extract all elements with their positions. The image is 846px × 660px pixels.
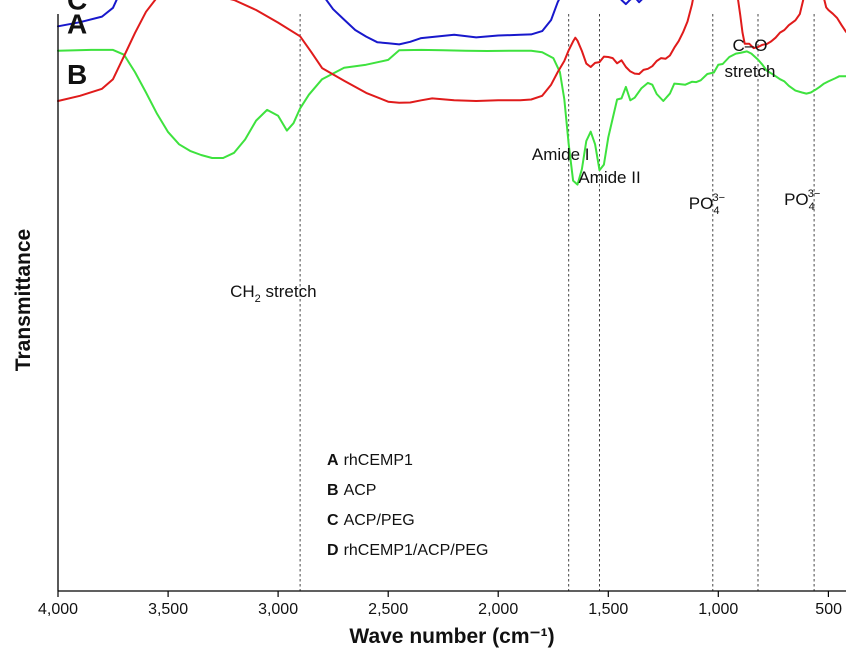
series-layer — [57, 0, 846, 186]
legend-label: ACP/PEG — [344, 512, 415, 529]
legend-label: ACP — [344, 482, 377, 499]
x-tick-label: 3,000 — [258, 601, 298, 618]
legend-key: A — [327, 452, 339, 469]
annotation-tail: stretch — [261, 282, 317, 301]
series-line-a — [57, 48, 846, 186]
series-line-c — [57, 0, 643, 46]
annotation-label: C–O — [733, 36, 768, 55]
annotation-label: Amide I — [532, 145, 590, 164]
series-letter-c: C — [67, 0, 87, 15]
legend-key: C — [327, 512, 339, 529]
x-tick-label: 1,000 — [698, 601, 738, 618]
annotation-label: Amide II — [578, 168, 640, 187]
legend-label: rhCEMP1 — [344, 452, 413, 469]
annotation-main: PO — [784, 190, 809, 209]
annotation-label: stretch — [724, 62, 775, 81]
x-tick-label: 2,500 — [368, 601, 408, 618]
x-ticks: 4,000 3,500 3,000 2,500 2,000 1,500 1,000 500 — [38, 591, 842, 618]
axes — [57, 14, 846, 592]
annotation-main: PO — [689, 194, 714, 213]
x-tick-label: 500 — [815, 601, 842, 618]
annotation-superscript: 3− — [712, 192, 725, 204]
series-letter-b: B — [67, 59, 87, 90]
legend-key: D — [327, 542, 339, 559]
x-tick-label: 3,500 — [148, 601, 188, 618]
x-tick-label: 2,000 — [478, 601, 518, 618]
annotation-superscript: 3− — [808, 188, 821, 200]
annotation-main: CH — [230, 282, 255, 301]
y-axis-title: Transmittance — [12, 229, 35, 371]
annotation-subscript: 2 — [255, 293, 261, 305]
annotation-ion-label: PO43− — [784, 188, 820, 213]
series-line-b — [57, 0, 846, 104]
annotation-subscript: 4 — [713, 205, 719, 217]
legend-entry: B ACP — [327, 482, 376, 499]
legend-label: rhCEMP1/ACP/PEG — [344, 542, 489, 559]
legend-entry: C ACP/PEG — [327, 512, 415, 529]
x-tick-label: 4,000 — [38, 601, 78, 618]
series-letter-a: A — [67, 9, 87, 40]
x-axis-title: Wave number (cm⁻¹) — [349, 625, 554, 648]
x-tick-label: 1,500 — [588, 601, 628, 618]
legend-key: B — [327, 482, 339, 499]
series-letters: ABCD — [67, 0, 87, 90]
annotation-label: CH2 stretch — [230, 282, 316, 305]
annotation-ion-label: PO43− — [689, 192, 725, 217]
annotation-subscript: 4 — [809, 201, 815, 213]
